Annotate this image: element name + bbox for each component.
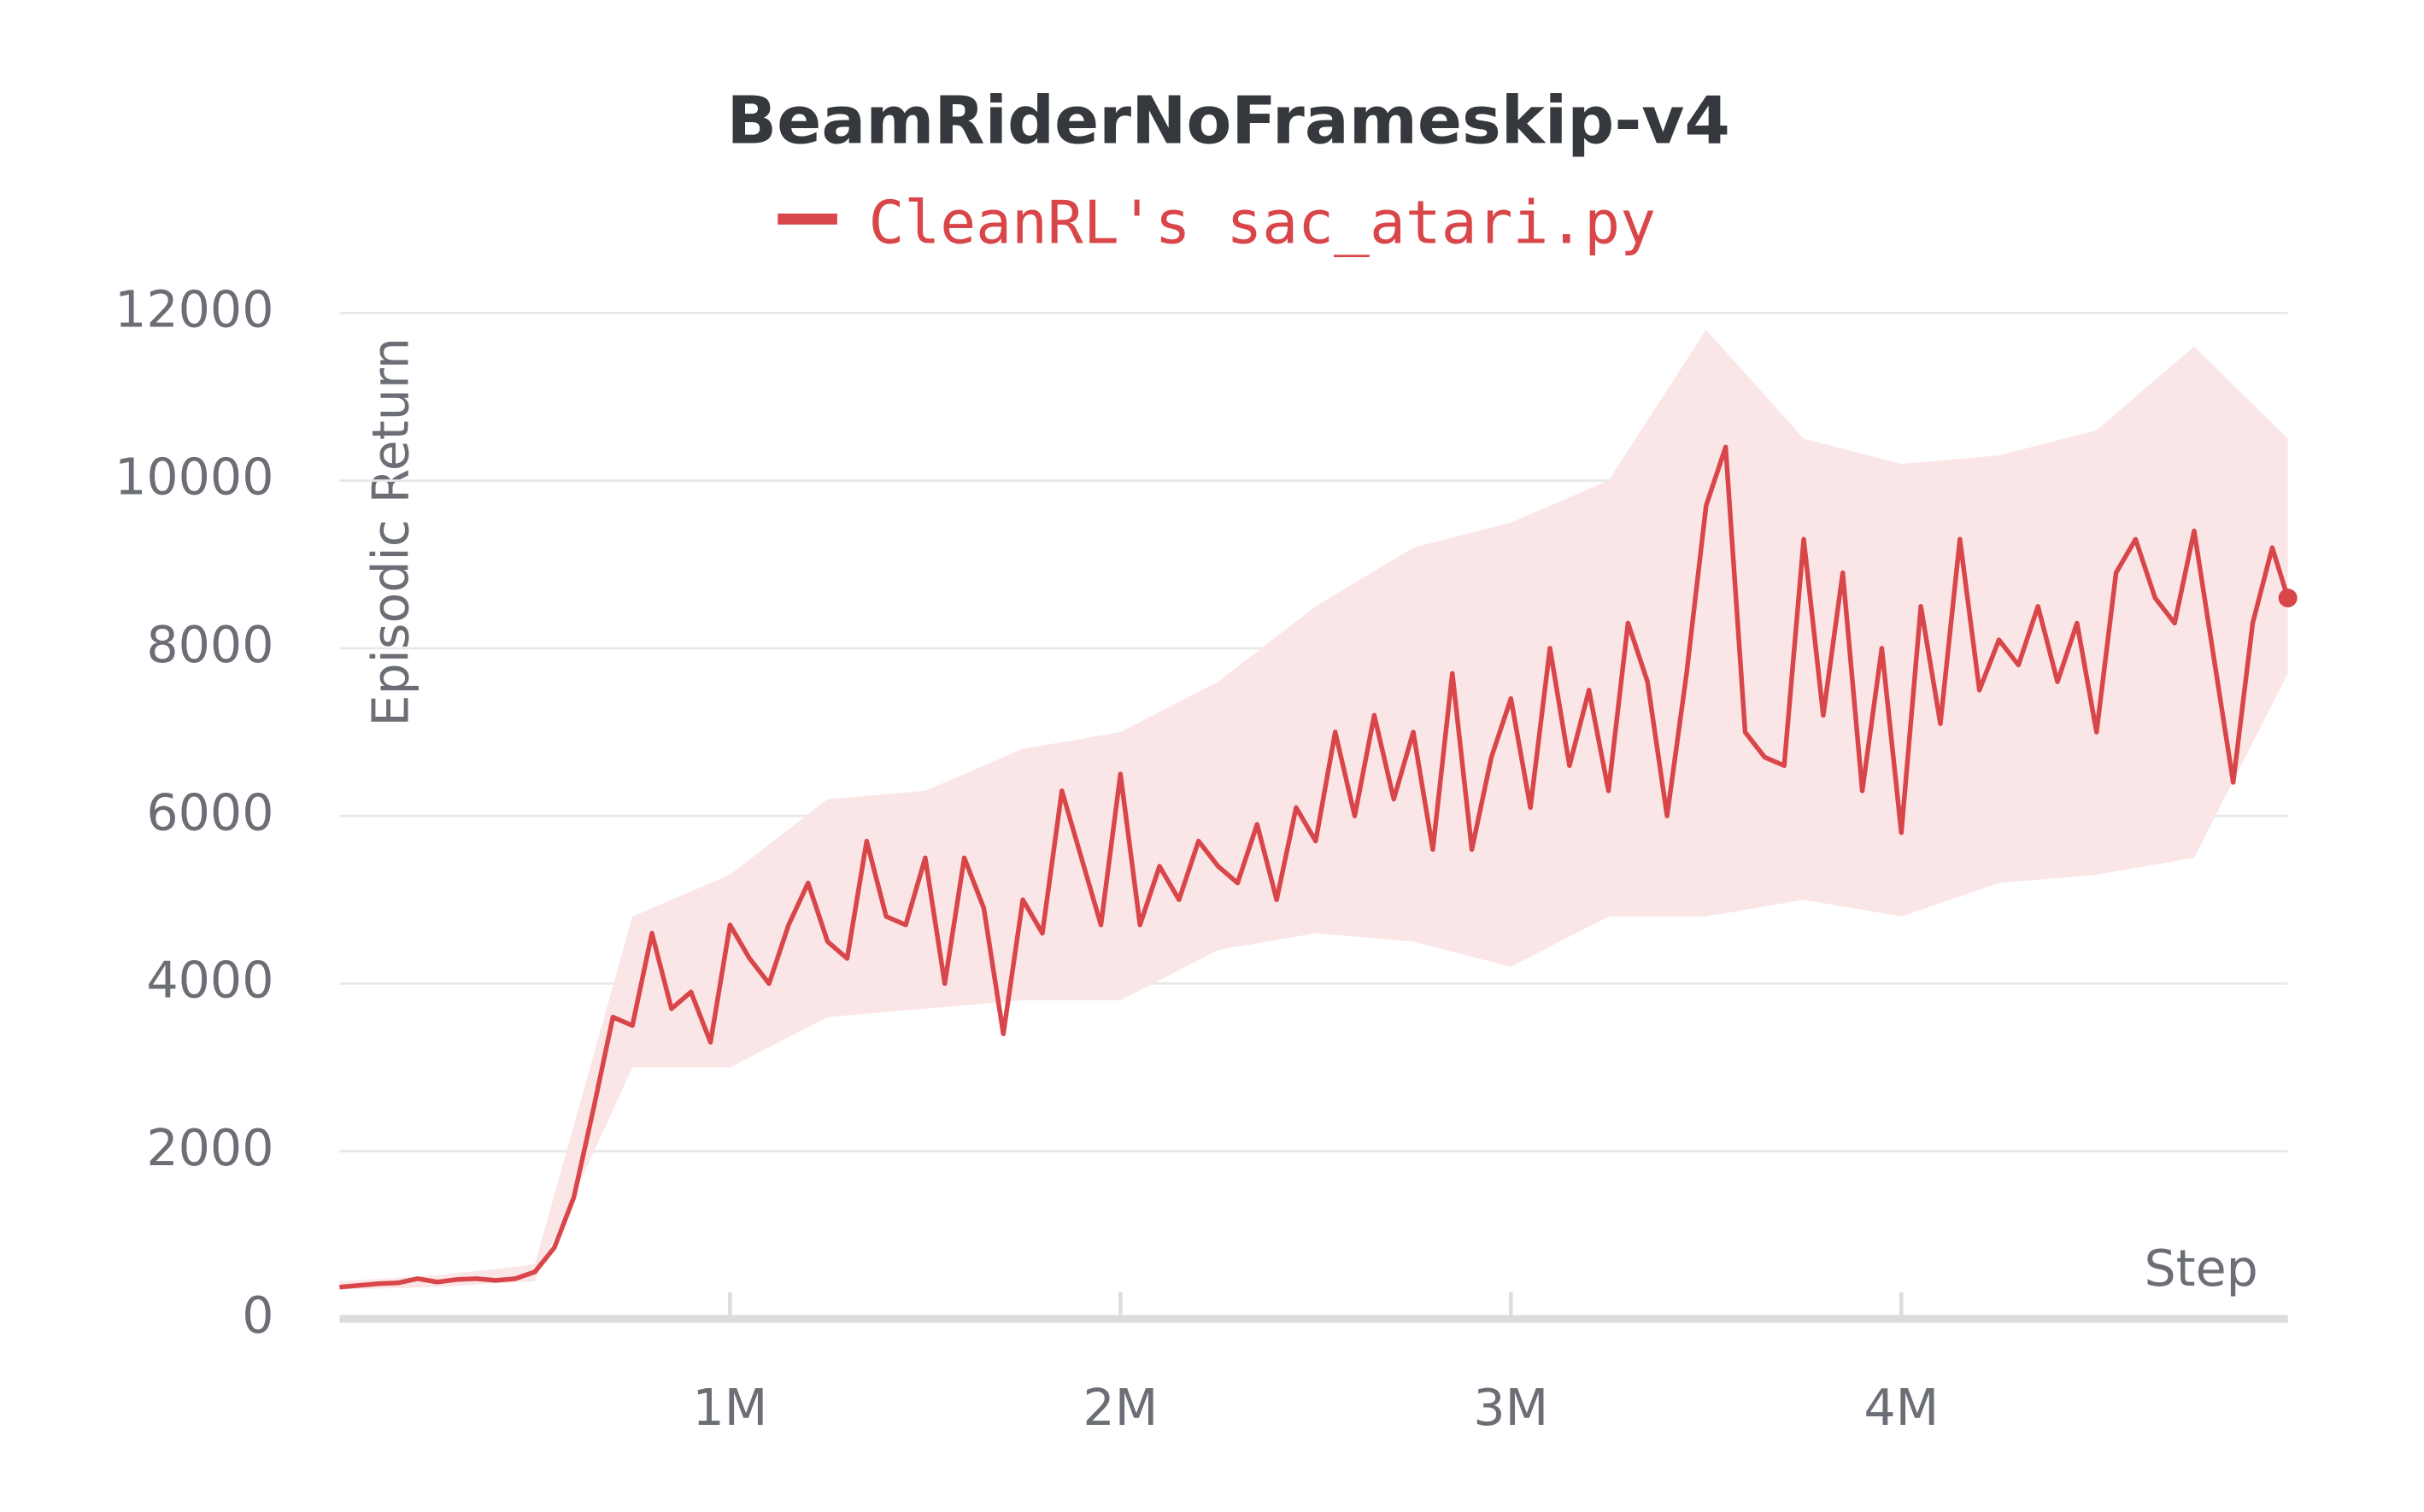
x-axis-label: Step (2144, 1239, 2257, 1298)
chart-title: BeamRiderNoFrameskip-v4 (727, 84, 1730, 160)
y-tick-label: 12000 (114, 280, 273, 338)
y-axis-label: Episodic Return (362, 337, 420, 727)
y-tick-label: 6000 (146, 783, 273, 841)
end-point (2278, 588, 2298, 607)
x-tick-label: 3M (1473, 1379, 1548, 1437)
y-tick-label: 10000 (114, 448, 273, 507)
x-tick-label: 2M (1083, 1379, 1158, 1437)
y-tick-label: 0 (242, 1286, 273, 1345)
y-tick-label: 4000 (146, 952, 273, 1010)
y-tick-label: 8000 (146, 616, 273, 674)
y-tick-label: 2000 (146, 1119, 273, 1177)
x-tick-label: 1M (692, 1379, 767, 1437)
x-tick-label: 4M (1863, 1379, 1939, 1437)
series-line (339, 444, 2291, 1290)
legend-label: CleanRL's sac_atari.py (868, 189, 1656, 258)
